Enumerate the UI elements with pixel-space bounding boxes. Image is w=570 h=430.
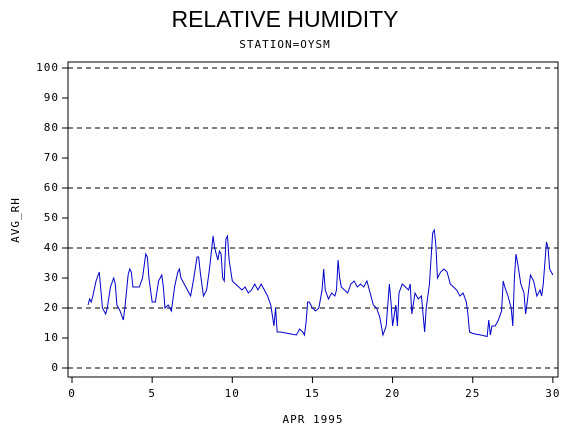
data-line <box>87 228 554 338</box>
plot-frame <box>67 61 559 378</box>
chart-title: RELATIVE HUMIDITY <box>171 6 398 32</box>
y-tick-label: 0 <box>51 361 59 374</box>
x-tick-label: 5 <box>148 387 156 400</box>
y-tick-label: 20 <box>44 301 59 314</box>
y-tick-label: 40 <box>44 241 59 254</box>
x-tick-label: 30 <box>545 387 560 400</box>
y-tick-label: 60 <box>44 181 59 194</box>
y-axis-label: AVG_RH <box>9 197 22 243</box>
y-tick-label: 10 <box>44 331 59 344</box>
y-tick-label: 100 <box>36 61 59 74</box>
y-tick-label: 30 <box>44 271 59 284</box>
x-tick-label: 10 <box>225 387 240 400</box>
x-tick-label: 20 <box>385 387 400 400</box>
x-axis-label: APR 1995 <box>283 413 344 426</box>
x-tick-label: 15 <box>305 387 320 400</box>
x-tick-label: 0 <box>68 387 76 400</box>
y-tick-label: 90 <box>44 91 59 104</box>
y-tick-label: 80 <box>44 121 59 134</box>
chart-subtitle: STATION=OYSM <box>239 38 330 51</box>
y-tick-label: 50 <box>44 211 59 224</box>
y-tick-label: 70 <box>44 151 59 164</box>
x-tick-label: 25 <box>465 387 480 400</box>
